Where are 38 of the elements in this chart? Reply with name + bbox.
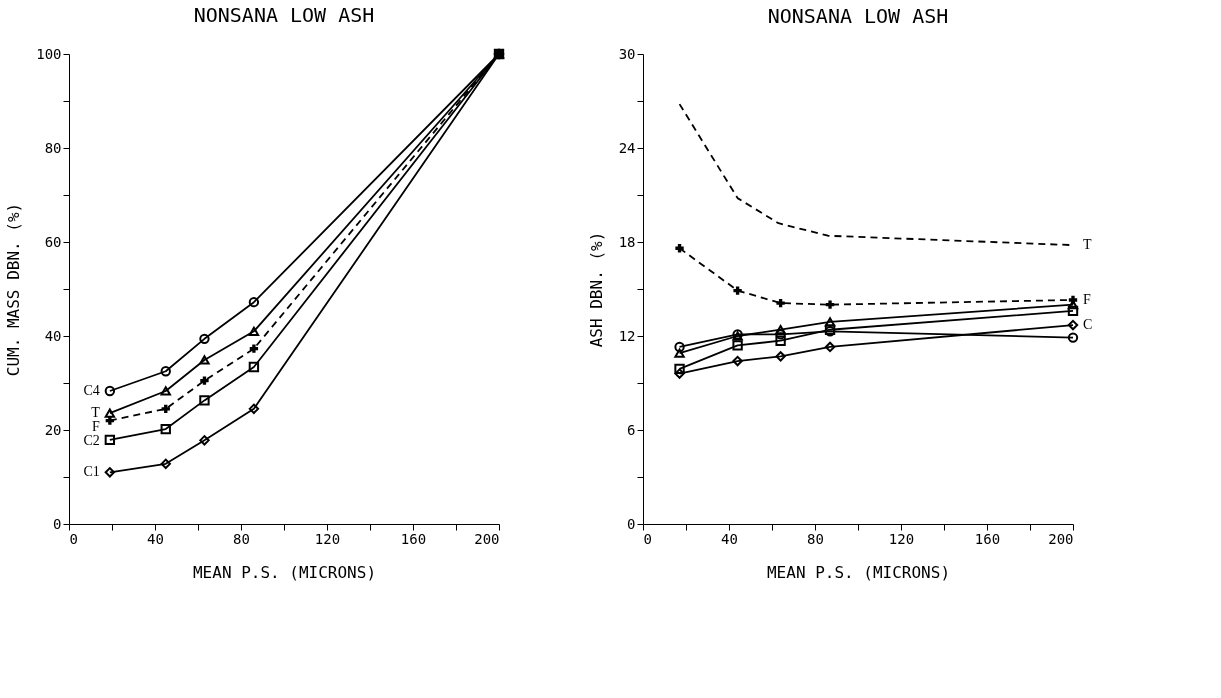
y-tick-label: 60 [44, 233, 62, 250]
series-label: C [1083, 317, 1093, 333]
y-tick-label: 0 [53, 515, 62, 532]
x-tick-label: 80 [233, 530, 250, 547]
x-tick-label: 120 [314, 530, 341, 547]
x-tick-label: 160 [974, 530, 1001, 547]
y-tick-label: 6 [627, 421, 636, 438]
y-tick-label: 18 [618, 233, 636, 250]
series-label: C4 [83, 382, 100, 398]
series-label: C2 [83, 433, 100, 449]
y-tick-label: 24 [618, 139, 636, 156]
x-tick-label: 80 [807, 530, 824, 547]
x-tick-label: 200 [1048, 530, 1074, 547]
y-tick-label: 0 [627, 515, 636, 532]
series-label: T [1083, 237, 1092, 253]
x-tick-label: 0 [643, 530, 652, 547]
y-axis-title: ASH DBN. (%) [586, 231, 606, 348]
x-tick-label: 160 [400, 530, 427, 547]
x-axis-title: MEAN P.S. (MICRONS) [192, 562, 377, 582]
x-tick-label: 120 [888, 530, 915, 547]
y-tick-label: 80 [44, 139, 62, 156]
chart-title: NONSANA LOW ASH [767, 4, 949, 28]
series-label: F [92, 419, 101, 435]
y-tick-label: 40 [44, 327, 62, 344]
y-tick-label: 30 [618, 45, 636, 62]
y-tick-label: 100 [36, 45, 62, 62]
y-tick-label: 12 [618, 327, 636, 344]
y-tick-label: 20 [44, 421, 62, 438]
x-tick-label: 200 [474, 530, 500, 547]
series-label: F [1083, 291, 1091, 307]
series-label: T [91, 405, 101, 421]
chart-title: NONSANA LOW ASH [193, 2, 375, 27]
x-tick-label: 40 [721, 530, 738, 547]
series-label: C1 [83, 464, 100, 480]
x-tick-label: 40 [147, 530, 164, 547]
x-axis-title: MEAN P.S. (MICRONS) [766, 562, 951, 582]
y-axis-title: CUM. MASS DBN. (%) [4, 202, 24, 377]
x-tick-label: 0 [69, 530, 78, 547]
